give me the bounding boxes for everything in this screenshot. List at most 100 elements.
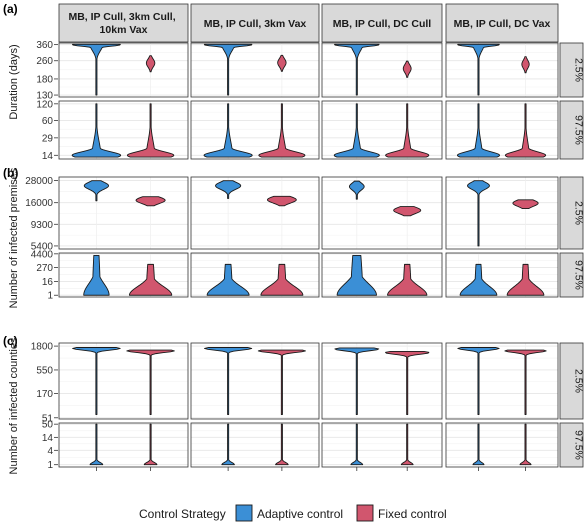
section-3-row-2-col-1-violin-adaptive — [89, 423, 104, 466]
section-3-row-2-col-2-violin-fixed — [275, 423, 289, 466]
section-1-row-2-col-1-violin-adaptive — [71, 103, 122, 158]
section-2-row-1-tick-label-4: 28000 — [25, 176, 53, 187]
section-2-row-1-col-3-border — [321, 176, 443, 250]
section-1-row-1-col-2-border — [190, 42, 320, 98]
section-2-row-2-tick-label-1: 1 — [47, 291, 53, 302]
section-3-row-1-col-2-violin-adaptive — [204, 347, 253, 415]
section-3-row-2-col-2-panel — [191, 423, 319, 467]
section-3-row-2-col-1-border — [58, 422, 189, 468]
section-3-row-2-col-4-border — [445, 422, 559, 468]
legend-swatch-adaptive — [235, 504, 253, 522]
section-1-row-2-col-4-panel — [446, 101, 558, 159]
column-strip-label-2: MB, IP Cull, 3km Vax — [204, 18, 307, 30]
section-2-row-1-col-4-border — [445, 176, 559, 250]
section-3-row-1-tick-label-2: 170 — [36, 389, 53, 400]
section-2-row-1-col-2-border — [190, 176, 320, 250]
section-1-row-1-col-3-border — [321, 42, 443, 98]
section-3-row-1-tick-label-1: 51 — [42, 413, 54, 424]
section-2-row-1-col-3-violin-adaptive — [348, 180, 365, 200]
column-strip-2: MB, IP Cull, 3km Vax — [190, 3, 320, 43]
section-1-row-2-tick-label-2: 29 — [42, 133, 54, 144]
section-1-row-2-strip-label: 97.5% — [573, 115, 585, 145]
section-2-row-2-tick-label-3: 270 — [36, 263, 53, 274]
section-3-row-2-col-4-violin-adaptive — [472, 423, 485, 466]
section-2-row-1-col-3-violin-fixed — [393, 206, 422, 217]
section-2-row-1-col-1-violin-fixed — [135, 196, 166, 207]
section-2-row-1-col-2-panel — [191, 177, 319, 249]
section-1-row-1-col-4-violin-fixed — [521, 56, 530, 74]
section-2-row-1-tick-label-2: 9300 — [31, 220, 54, 231]
section-3-row-1-col-1-violin-adaptive — [72, 347, 121, 415]
section-1-row-2-col-4-violin-fixed — [504, 103, 547, 158]
section-3-row-1-col-4-border — [445, 342, 559, 420]
section-1-row-1-strip-label: 2.5% — [573, 58, 585, 82]
section-1-row-2-tick-label-4: 120 — [36, 99, 53, 110]
section-2-row-1-tick-label-1: 5400 — [31, 241, 54, 252]
section-3-row-2-col-3-violin-adaptive — [350, 423, 364, 466]
section-2-row-2-col-3-violin-adaptive — [336, 254, 377, 296]
section-1-row-1-tick-label-4: 360 — [36, 40, 53, 51]
section-2-row-2-col-4-violin-fixed — [506, 263, 545, 296]
section-1-row-2-strip — [559, 100, 584, 160]
section-3-row-2-col-2-violin-adaptive — [221, 423, 235, 466]
section-1-row-2-col-4-border — [445, 100, 559, 160]
section-3-row-2-col-4-panel — [446, 423, 558, 467]
column-strip-bg-1 — [58, 3, 189, 43]
ylabel-infected-premises: Number of infected premises — [8, 167, 20, 308]
section-2-row-2-strip — [559, 252, 584, 298]
section-1-row-2-tick-label-1: 14 — [42, 151, 54, 162]
section-3-row-1-col-2-panel — [191, 343, 319, 419]
column-strip-bg-4 — [445, 3, 559, 43]
section-3-row-1-col-1-panel — [59, 343, 188, 419]
section-1-row-1-tick-label-1: 130 — [36, 91, 53, 102]
section-3-row-1-col-3-violin-adaptive — [334, 347, 380, 415]
section-1-row-1-tick-label-2: 180 — [36, 74, 53, 85]
section-1-row-2-col-2-violin-fixed — [258, 103, 306, 158]
column-strip-label-1-line-2: 10km Vax — [100, 24, 148, 36]
section-3-row-1-strip-label: 2.5% — [573, 369, 585, 393]
section-2-row-1-col-1-panel — [59, 177, 188, 249]
section-3-row-1-tick-label-4: 1800 — [31, 342, 54, 353]
section-2-row-1-col-2-violin-fixed — [267, 195, 297, 207]
section-2-row-2-col-1-violin-fixed — [128, 263, 173, 296]
section-2-row-2-col-2-border — [190, 252, 320, 298]
section-2-row-2-col-3-border — [321, 252, 443, 298]
section-1-row-1-col-1-border — [58, 42, 189, 98]
section-3-row-1-col-2-border — [190, 342, 320, 420]
section-3-row-1-tick-label-3: 550 — [36, 365, 53, 376]
section-1-row-2-col-2-border — [190, 100, 320, 160]
section-3-row-1-col-3-border — [321, 342, 443, 420]
section-2-row-1-col-3-panel — [322, 177, 442, 249]
section-3-row-2-col-3-violin-fixed — [400, 423, 414, 466]
legend: Control Strategy Adaptive control Fixed … — [139, 504, 447, 522]
column-strip-1: MB, IP Cull, 3km Cull, 10km Vax — [58, 3, 189, 43]
section-label-c: (c) — [3, 334, 18, 348]
section-2-row-1-strip — [559, 176, 584, 250]
section-3-row-1-col-1-violin-fixed — [126, 349, 175, 415]
column-strip-3: MB, IP Cull, DC Cull — [321, 3, 443, 43]
section-2-row-2-col-4-border — [445, 252, 559, 298]
section-1-row-2-col-3-border — [321, 100, 443, 160]
section-1-row-1-col-2-violin-fixed — [277, 54, 287, 72]
section-2-row-2-tick-label-4: 4400 — [31, 249, 54, 260]
section-2-row-1-strip-label: 2.5% — [573, 201, 585, 225]
section-3-row-2-tick-label-4: 50 — [42, 420, 54, 431]
column-strip-label-4: MB, IP Cull, DC Vax — [454, 18, 551, 30]
section-3-row-2-tick-label-2: 4 — [47, 446, 53, 457]
section-3-row-1-col-1-border — [58, 342, 189, 420]
section-3-row-2-tick-label-1: 1 — [47, 460, 53, 471]
section-2-row-1-col-1-border — [58, 176, 189, 250]
section-3-row-1-col-4-violin-adaptive — [457, 347, 500, 415]
legend-label-fixed: Fixed control — [378, 507, 447, 521]
panels: 2.5%13018026036097.5%1429601202.5%540093… — [25, 40, 584, 471]
column-strips: MB, IP Cull, 3km Cull, 10km Vax MB, IP C… — [58, 3, 559, 43]
section-3-row-2-col-4-violin-fixed — [519, 423, 532, 466]
section-3-row-2-col-1-panel — [59, 423, 188, 467]
ylabel-infected-counties: Number of infected counties — [8, 337, 20, 474]
section-1-row-2-col-1-violin-fixed — [126, 103, 175, 158]
section-1-row-2-col-2-violin-adaptive — [203, 103, 253, 158]
section-1-row-2-col-3-violin-fixed — [385, 103, 430, 158]
section-3-row-1-col-3-panel — [322, 343, 442, 419]
section-2-row-1-col-4-violin-fixed — [512, 199, 539, 210]
